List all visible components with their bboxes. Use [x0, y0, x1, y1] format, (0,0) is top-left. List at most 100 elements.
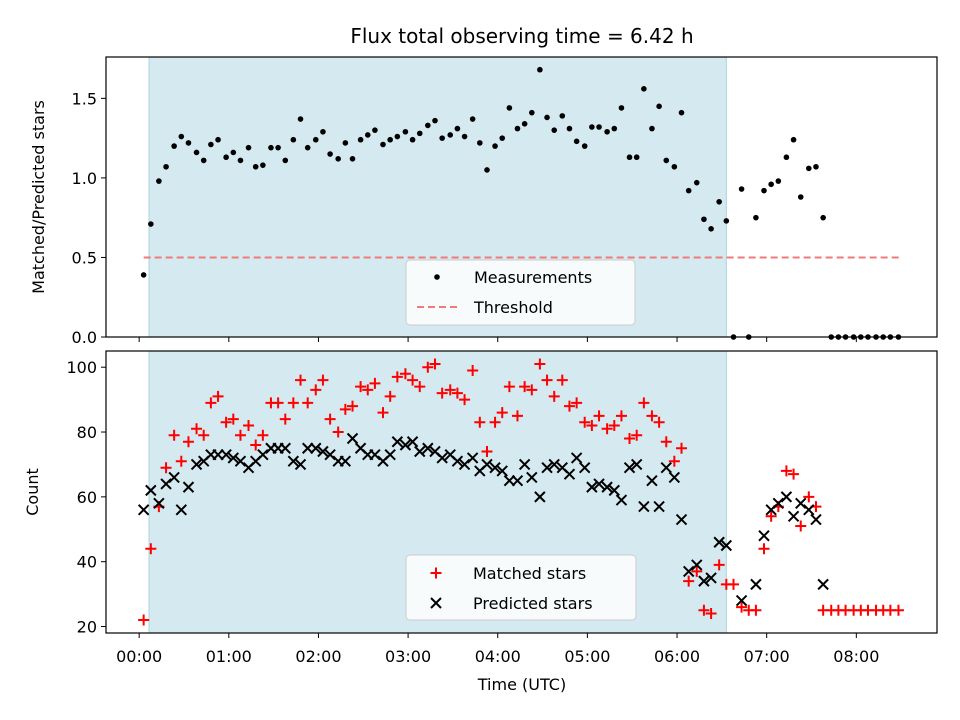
matched-point — [414, 381, 426, 393]
predicted-point — [451, 455, 464, 467]
matched-point — [511, 410, 523, 422]
data-point — [477, 140, 483, 146]
data-point — [626, 154, 633, 161]
data-point — [454, 125, 461, 132]
matched-point — [653, 416, 665, 428]
matched-point — [279, 413, 291, 425]
predicted-point — [803, 504, 815, 516]
matched-point — [198, 429, 210, 441]
count-plot-frame — [105, 350, 938, 634]
predicted-point — [758, 530, 770, 542]
x-tick-label: 02:00 — [295, 647, 341, 666]
data-point — [806, 165, 812, 172]
matched-point — [474, 416, 486, 428]
data-point — [402, 128, 409, 135]
data-point — [514, 125, 521, 132]
data-point — [372, 127, 378, 133]
data-point — [633, 154, 640, 161]
data-point — [492, 143, 498, 149]
predicted-point — [675, 513, 688, 526]
data-point — [439, 135, 445, 141]
predicted-point — [638, 500, 650, 513]
predicted-point — [810, 513, 822, 526]
x-tick-label: 07:00 — [744, 647, 790, 666]
matched-point — [548, 390, 560, 402]
matched-point — [705, 608, 717, 620]
matched-point — [175, 455, 187, 467]
predicted-point — [817, 578, 829, 591]
matched-point — [646, 410, 658, 422]
data-point — [671, 163, 678, 170]
predicted-point — [414, 445, 426, 458]
predicted-point — [630, 458, 643, 471]
predicted-point — [294, 458, 307, 471]
data-point — [387, 136, 393, 143]
legend-matched-marker — [430, 567, 442, 579]
y-tick-label: 0.0 — [72, 328, 97, 347]
matched-point — [191, 423, 203, 435]
x-axis-title: Time (UTC) — [477, 675, 566, 694]
matched-point — [227, 413, 239, 425]
matched-point — [332, 426, 344, 438]
predicted-point — [190, 458, 203, 471]
data-point — [245, 144, 252, 151]
data-point — [685, 187, 692, 194]
matched-point — [451, 387, 463, 399]
predicted-point — [422, 442, 434, 454]
matched-point — [563, 400, 575, 412]
data-point — [327, 151, 333, 157]
matched-point — [399, 368, 411, 380]
data-point — [469, 116, 476, 122]
data-point — [813, 163, 819, 170]
predicted-point — [698, 575, 710, 587]
predicted-point — [586, 481, 598, 493]
predicted-point — [481, 458, 493, 471]
chart-title: Flux total observing time = 6.42 h — [350, 24, 693, 48]
predicted-point — [466, 452, 479, 464]
x-tick-label: 01:00 — [206, 647, 252, 666]
predicted-point — [623, 461, 636, 474]
y-tick-label: 1.5 — [72, 89, 97, 108]
matched-point — [220, 416, 232, 428]
matched-point — [691, 565, 703, 577]
matched-point — [287, 397, 299, 409]
count-panel: 20 40 60 80 100 00:00 01:00 02:00 03:00 04:00 05:0… — [23, 350, 938, 666]
predicted-point — [227, 452, 240, 464]
predicted-point — [279, 442, 291, 454]
ratio-plot-frame — [105, 56, 938, 338]
ratio-legend: Measurements Threshold — [405, 259, 636, 326]
matched-point — [593, 410, 605, 422]
data-point — [156, 178, 162, 184]
matched-point — [788, 468, 800, 480]
matched-point — [586, 420, 598, 432]
legend-predicted-marker — [430, 597, 442, 609]
legend-measurements-label: Measurements — [474, 268, 592, 287]
data-point — [551, 127, 558, 133]
matched-point — [324, 413, 336, 425]
x-tick-label: 03:00 — [385, 647, 431, 666]
matched-point — [182, 436, 194, 448]
data-point — [499, 135, 506, 141]
data-point — [589, 124, 595, 130]
matched-point — [758, 543, 770, 555]
matched-point — [683, 575, 695, 587]
predicted-point — [578, 461, 591, 474]
matched-point — [579, 416, 591, 428]
data-point — [163, 163, 169, 170]
predicted-point — [772, 497, 785, 510]
predicted-point — [324, 449, 336, 461]
y-tick-label: 40 — [77, 553, 97, 572]
matched-point — [444, 384, 456, 396]
legend-box — [405, 554, 637, 621]
matched-point — [534, 358, 546, 370]
matched-point — [676, 442, 688, 454]
legend-measurements-marker — [434, 274, 440, 280]
data-point — [312, 136, 319, 143]
data-point — [200, 157, 207, 164]
data-point — [544, 114, 550, 121]
data-point — [768, 181, 774, 188]
series-predicted-stars — [137, 432, 829, 607]
matched-point — [571, 397, 583, 409]
matched-point — [257, 429, 269, 441]
data-point — [140, 272, 147, 278]
